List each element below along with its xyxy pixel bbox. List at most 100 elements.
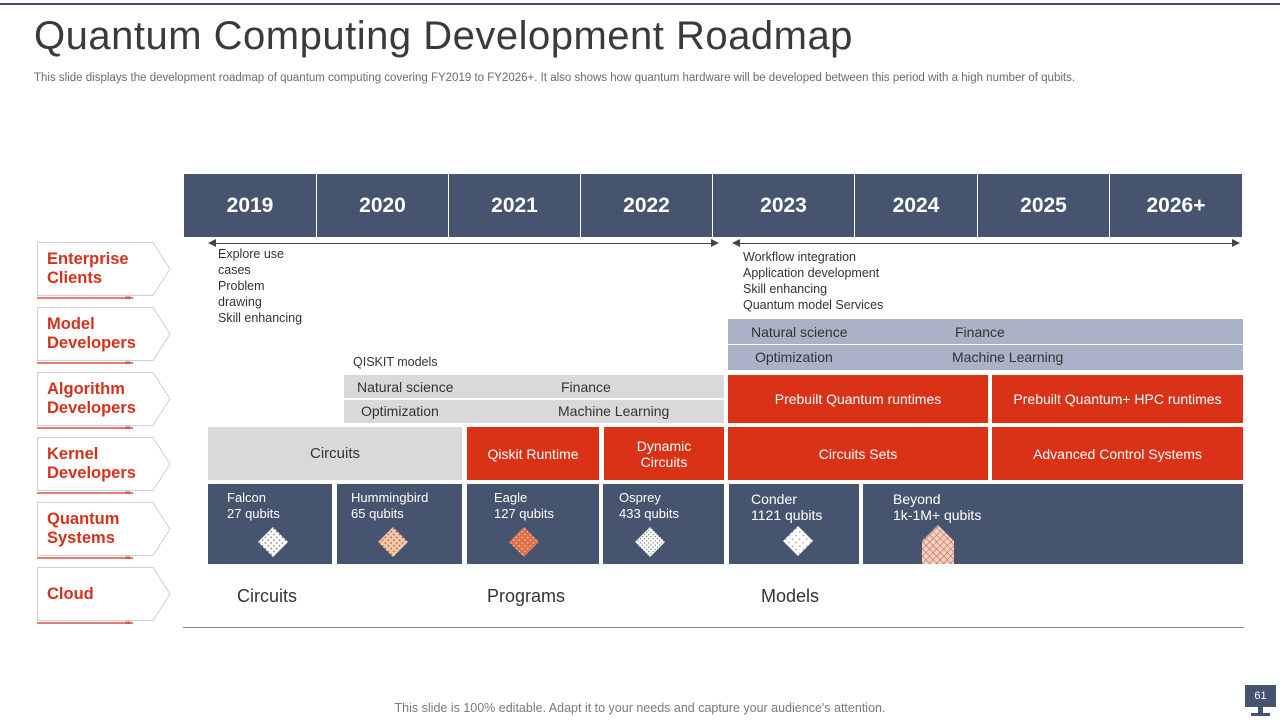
row-label-text: Cloud bbox=[47, 584, 94, 603]
model-cell: Finance bbox=[955, 324, 1005, 340]
model-cell: Machine Learning bbox=[952, 349, 1064, 365]
model-cell: Optimization bbox=[361, 403, 439, 419]
row-label-cloud: ∞ Cloud bbox=[37, 567, 171, 625]
list-item: Quantum model Services bbox=[743, 298, 884, 312]
svg-text:∞: ∞ bbox=[125, 618, 131, 625]
row-label-text: Developers bbox=[47, 464, 136, 482]
monitor-stand-icon bbox=[1251, 707, 1270, 716]
chevron-shape-icon: ∞ bbox=[37, 307, 171, 365]
row-label-enterprise: ∞ Enterprise Clients bbox=[37, 242, 171, 300]
year-2021: 2021 bbox=[449, 174, 580, 237]
model-cell: Natural science bbox=[357, 379, 454, 395]
row-label-kernel: ∞ Kernel Developers bbox=[37, 437, 171, 495]
svg-text:∞: ∞ bbox=[125, 553, 131, 560]
box-text: Circuits bbox=[640, 453, 688, 470]
cloud-models: Models bbox=[761, 586, 820, 606]
timeline-arrow-early bbox=[214, 243, 712, 244]
row-label-text: Kernel bbox=[47, 445, 99, 463]
system-name: Osprey bbox=[619, 490, 661, 505]
svg-text:∞: ∞ bbox=[125, 358, 131, 365]
arrow-left-icon bbox=[732, 239, 740, 247]
top-border bbox=[0, 3, 1280, 5]
chip-lattice-icon bbox=[635, 527, 665, 557]
box-text: Dynamic bbox=[636, 437, 692, 454]
system-falcon: Falcon 27 qubits bbox=[208, 484, 332, 564]
arrow-right-icon bbox=[1232, 239, 1240, 247]
list-item: Workflow integration bbox=[743, 250, 857, 264]
row-label-text: Systems bbox=[47, 529, 115, 547]
model-cell: Optimization bbox=[755, 349, 833, 365]
arrow-right-icon bbox=[711, 239, 719, 247]
advanced-control-box: Advanced Control Systems bbox=[992, 427, 1243, 480]
chevron-shape-icon: ∞ bbox=[37, 372, 171, 430]
models-early-row-2 bbox=[344, 400, 724, 423]
system-qubits: 127 qubits bbox=[494, 506, 554, 521]
model-cell: Natural science bbox=[751, 324, 848, 340]
system-osprey: Osprey 433 qubits bbox=[603, 484, 724, 564]
slide-subtitle: This slide displays the development road… bbox=[34, 72, 1076, 84]
list-item: drawing bbox=[218, 295, 262, 309]
slide-title: Quantum Computing Development Roadmap bbox=[34, 14, 853, 58]
qiskit-runtime-box: Qiskit Runtime bbox=[467, 427, 599, 480]
row-label-model: ∞ Model Developers bbox=[37, 307, 171, 365]
row-label-text: Model bbox=[47, 315, 95, 333]
models-early-row-1 bbox=[344, 375, 724, 398]
svg-text:∞: ∞ bbox=[125, 423, 131, 430]
chip-lattice-icon bbox=[378, 527, 408, 557]
chip-lattice-icon bbox=[258, 527, 288, 557]
year-2019: 2019 bbox=[184, 174, 316, 237]
row-label-algorithm: ∞ Algorithm Developers bbox=[37, 372, 171, 430]
year-2026-plus: 2026+ bbox=[1110, 174, 1242, 237]
models-late-row-2 bbox=[728, 345, 1243, 370]
list-item: Application development bbox=[743, 266, 880, 280]
enterprise-early-list: Explore use cases Problem drawing Skill … bbox=[218, 246, 302, 326]
chip-lattice-icon bbox=[509, 527, 539, 557]
circuits-box: Circuits bbox=[208, 427, 462, 480]
list-item: Explore use bbox=[218, 247, 285, 261]
list-item: cases bbox=[218, 263, 251, 277]
bottom-divider bbox=[183, 627, 1244, 628]
row-label-text: Enterprise bbox=[47, 250, 129, 268]
chevron-shape-icon: ∞ bbox=[37, 437, 171, 495]
chip-lattice-icon bbox=[783, 526, 813, 556]
chip-lattice-icon bbox=[922, 525, 954, 564]
system-name: Falcon bbox=[227, 490, 267, 505]
prebuilt-hpc-runtimes-box: Prebuilt Quantum+ HPC runtimes bbox=[992, 375, 1243, 423]
list-item: Skill enhancing bbox=[743, 282, 828, 296]
row-label-text: Quantum bbox=[47, 510, 120, 528]
prebuilt-runtimes-box: Prebuilt Quantum runtimes bbox=[728, 375, 988, 423]
row-label-text: Developers bbox=[47, 399, 136, 417]
year-2024: 2024 bbox=[855, 174, 977, 237]
system-name: Eagle bbox=[494, 490, 528, 505]
row-label-text: Clients bbox=[47, 269, 103, 287]
timeline-arrow-late bbox=[738, 243, 1233, 244]
system-beyond: Beyond 1k-1M+ qubits bbox=[863, 484, 1243, 564]
system-name: Beyond bbox=[893, 491, 941, 507]
system-qubits: 65 qubits bbox=[351, 506, 404, 521]
year-2020: 2020 bbox=[317, 174, 448, 237]
chevron-shape-icon: ∞ bbox=[37, 242, 171, 300]
system-qubits: 27 qubits bbox=[227, 506, 280, 521]
system-qubits: 433 qubits bbox=[619, 506, 679, 521]
model-cell: Finance bbox=[561, 379, 611, 395]
system-name: Conder bbox=[751, 491, 797, 507]
svg-text:∞: ∞ bbox=[125, 488, 131, 495]
arrow-left-icon bbox=[208, 239, 216, 247]
year-2023: 2023 bbox=[713, 174, 854, 237]
qiskit-models-heading: QISKIT models bbox=[353, 355, 438, 369]
row-label-text: Algorithm bbox=[47, 380, 125, 398]
system-eagle: Eagle 127 qubits bbox=[467, 484, 599, 564]
chevron-shape-icon: ∞ bbox=[37, 567, 171, 625]
system-qubits: 1k-1M+ qubits bbox=[893, 507, 982, 523]
year-2022: 2022 bbox=[581, 174, 712, 237]
list-item: Problem bbox=[218, 279, 265, 293]
system-hummingbird: Hummingbird 65 qubits bbox=[337, 484, 462, 564]
svg-text:∞: ∞ bbox=[125, 293, 131, 300]
row-label-quantum-systems: ∞ Quantum Systems bbox=[37, 502, 171, 560]
system-name: Hummingbird bbox=[351, 490, 429, 505]
cloud-circuits: Circuits bbox=[237, 586, 298, 606]
dynamic-circuits-box: Dynamic Circuits bbox=[604, 427, 724, 480]
page-number: 61 bbox=[1245, 685, 1276, 707]
system-conder: Conder 1121 qubits bbox=[729, 484, 859, 564]
models-late-row-1 bbox=[728, 319, 1243, 344]
